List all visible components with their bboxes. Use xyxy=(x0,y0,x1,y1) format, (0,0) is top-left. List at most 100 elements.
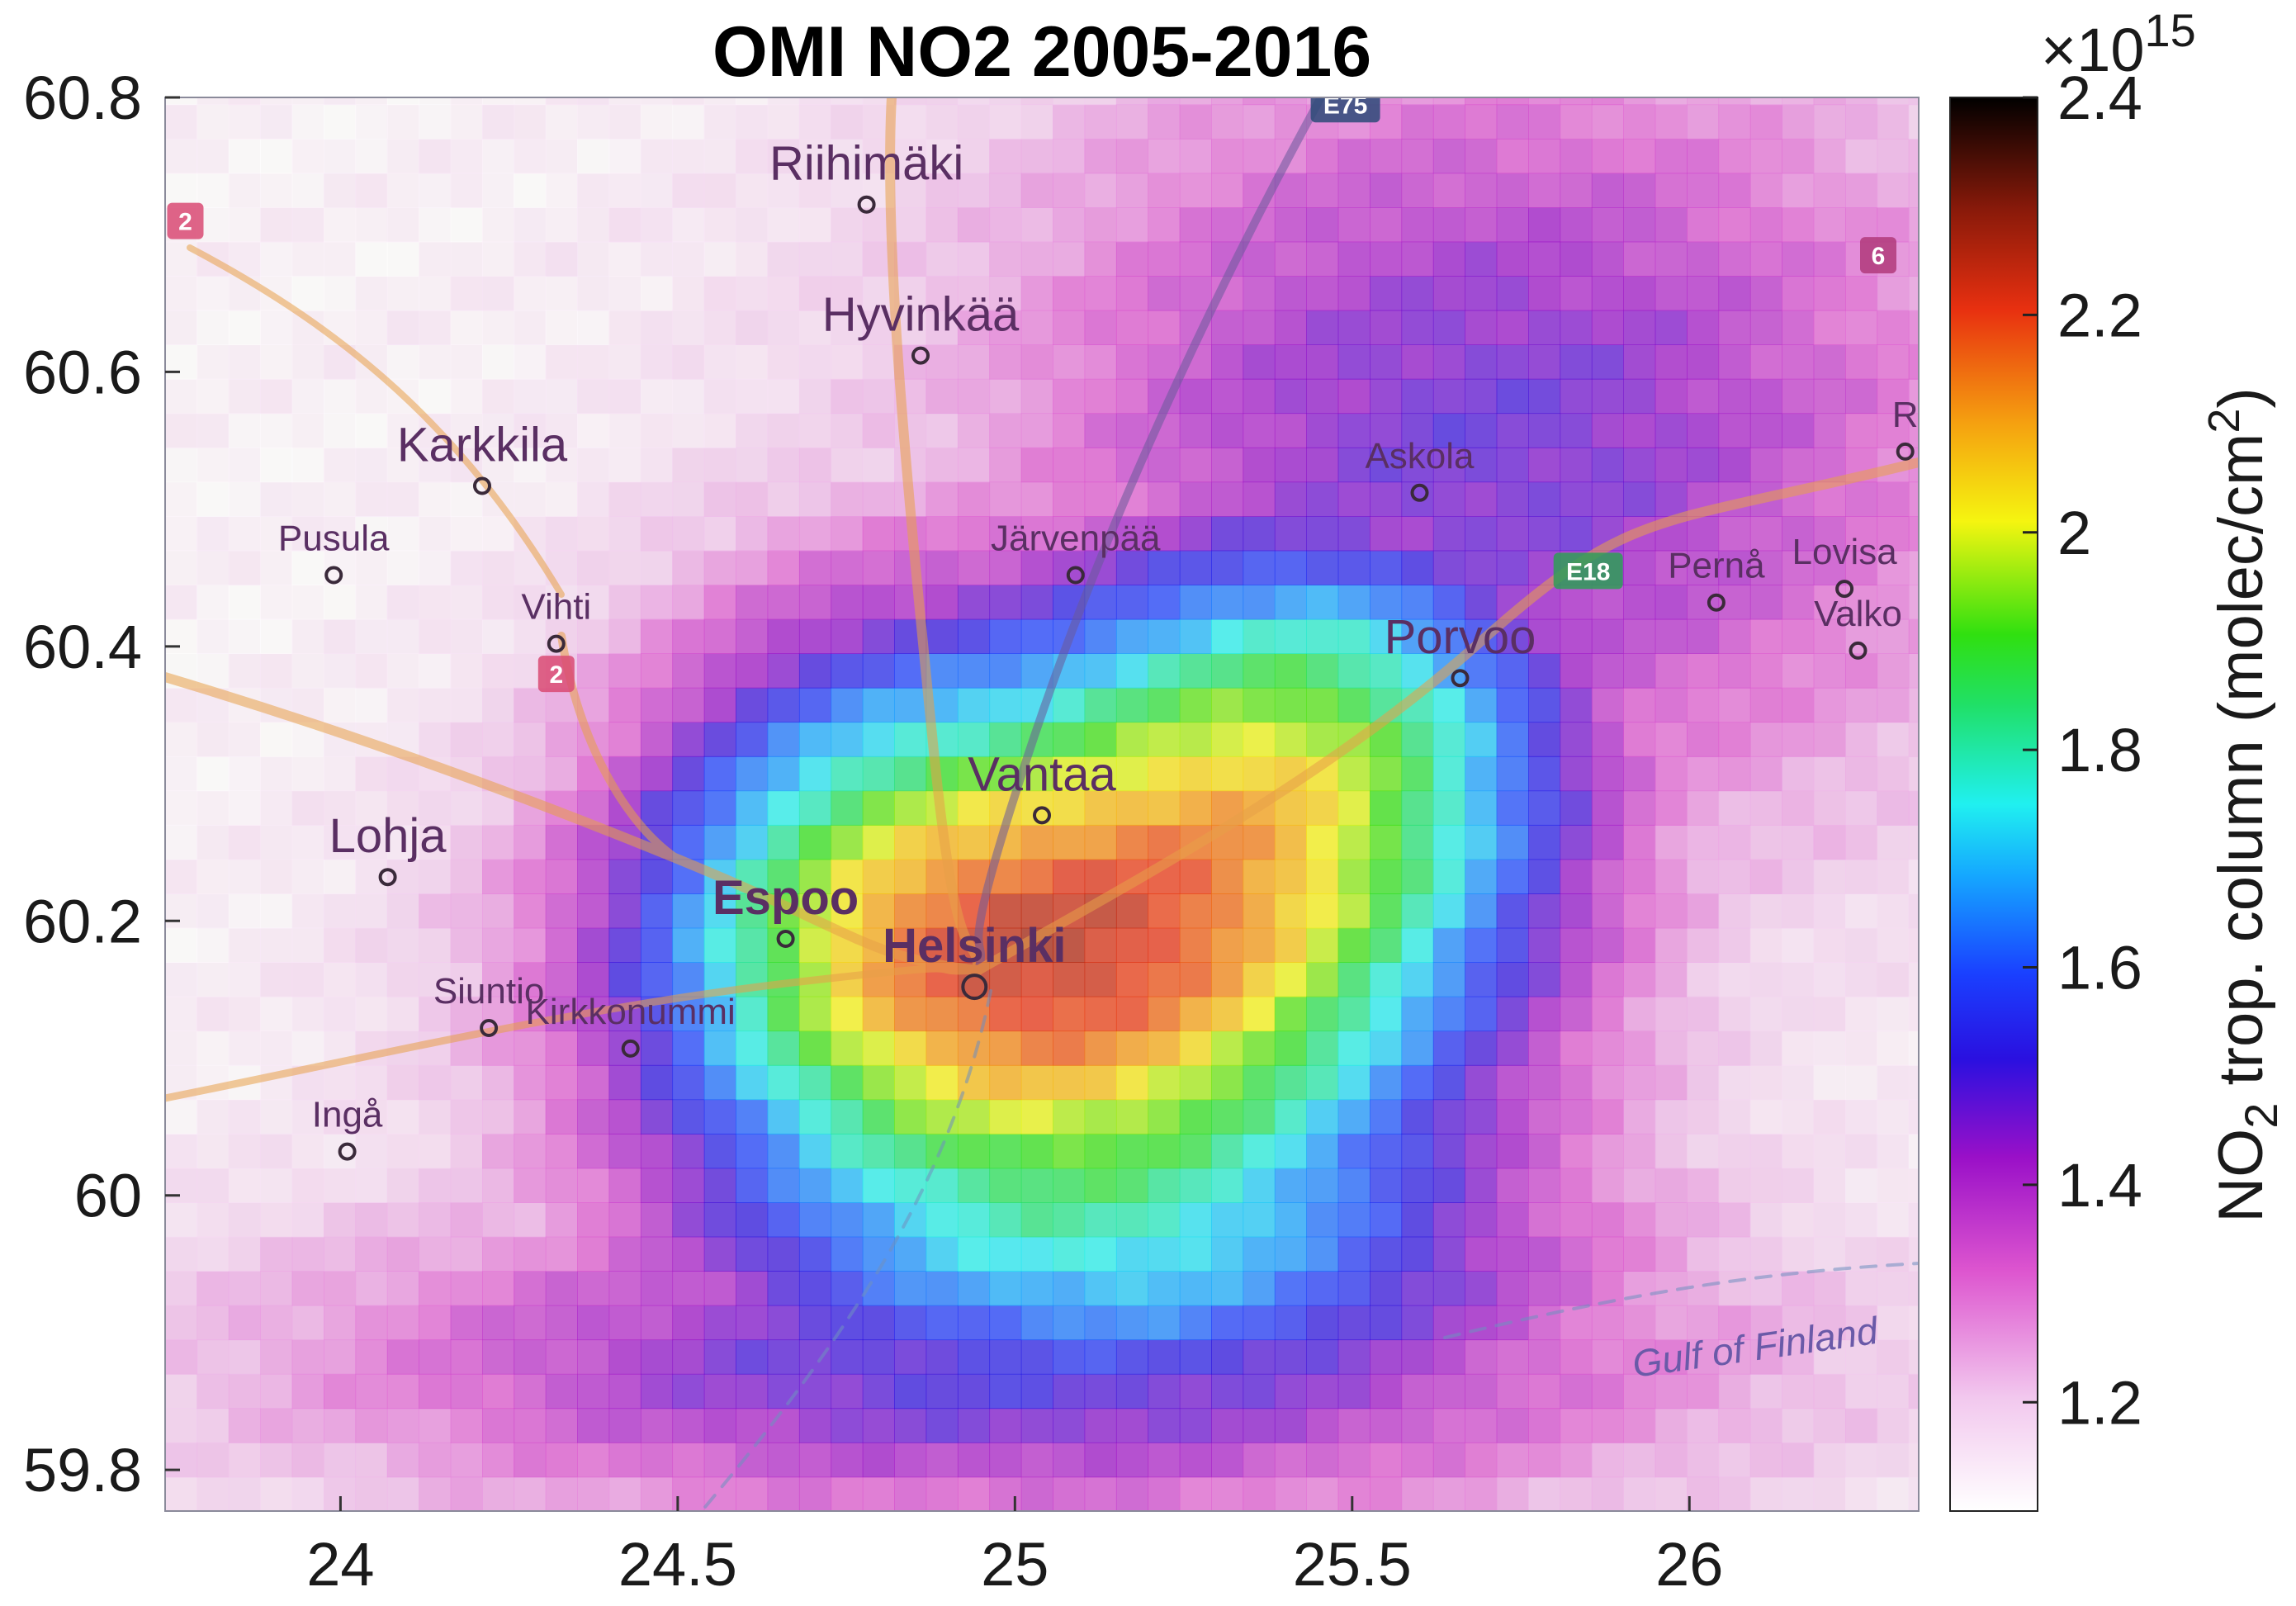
heatmap-cell xyxy=(1908,241,1919,277)
heatmap-cell xyxy=(482,1168,515,1203)
heatmap-cell xyxy=(640,927,674,963)
heatmap-cell xyxy=(1687,413,1720,448)
heatmap-cell xyxy=(1053,996,1086,1032)
heatmap-cell xyxy=(989,207,1022,243)
heatmap-cell xyxy=(736,310,769,345)
heatmap-cell xyxy=(989,550,1022,585)
map-label-text: Askola xyxy=(1365,436,1475,476)
heatmap-cell xyxy=(1370,378,1403,415)
heatmap-cell xyxy=(1591,790,1624,826)
heatmap-cell xyxy=(482,585,515,620)
heatmap-cell xyxy=(228,859,261,894)
heatmap-cell xyxy=(1655,310,1688,345)
heatmap-cell xyxy=(1749,97,1782,106)
heatmap-cell xyxy=(1084,413,1117,448)
heatmap-cell xyxy=(1591,962,1624,997)
map-label: Lohja xyxy=(329,809,447,887)
heatmap-cell xyxy=(1687,1168,1720,1203)
heatmap-cell xyxy=(450,1305,483,1341)
heatmap-cell xyxy=(1877,1168,1910,1203)
heatmap-cell xyxy=(1084,138,1117,174)
map-label-marker xyxy=(480,1019,499,1037)
heatmap-cell xyxy=(957,585,991,620)
heatmap-cell xyxy=(228,1133,261,1169)
heatmap-cell xyxy=(1782,413,1815,448)
heatmap-cell xyxy=(798,241,832,277)
heatmap-cell xyxy=(736,276,769,311)
heatmap-cell xyxy=(1211,1133,1244,1169)
heatmap-cell xyxy=(196,516,230,552)
heatmap-cell xyxy=(1813,1305,1846,1341)
heatmap-cell xyxy=(1845,1168,1878,1203)
heatmap-cell xyxy=(989,1408,1022,1443)
heatmap-cell xyxy=(1591,585,1624,620)
heatmap-cell xyxy=(1401,173,1434,208)
map-label-marker xyxy=(1707,593,1726,612)
heatmap-cell xyxy=(1020,1133,1053,1169)
heatmap-cell xyxy=(1306,241,1339,277)
heatmap-cell xyxy=(1845,1064,1878,1101)
heatmap-cell xyxy=(291,1476,324,1511)
heatmap-cell xyxy=(1115,585,1149,620)
heatmap-cell xyxy=(1053,378,1086,415)
heatmap-cell xyxy=(1370,824,1403,860)
heatmap-cell xyxy=(1053,241,1086,277)
heatmap-cell xyxy=(1401,1408,1434,1443)
heatmap-cell xyxy=(386,962,419,997)
heatmap-cell xyxy=(196,1339,230,1375)
heatmap-cell xyxy=(1496,722,1529,757)
road-shield-text: 6 xyxy=(1872,243,1886,270)
heatmap-cell xyxy=(1211,481,1244,517)
heatmap-cell xyxy=(926,1064,959,1101)
heatmap-cell xyxy=(703,1373,736,1409)
heatmap-cell xyxy=(1243,276,1276,311)
heatmap-cell xyxy=(1528,1305,1561,1341)
heatmap-cell xyxy=(1655,859,1688,894)
heatmap-cell xyxy=(577,1099,610,1135)
heatmap-cell xyxy=(1655,241,1688,277)
heatmap-cell xyxy=(1718,1476,1751,1511)
heatmap-cell xyxy=(514,618,547,654)
heatmap-cell xyxy=(1148,1168,1181,1203)
heatmap-cell xyxy=(260,927,293,963)
heatmap-cell xyxy=(608,516,641,552)
heatmap-cell xyxy=(1908,413,1919,448)
heatmap-cell xyxy=(1179,1442,1212,1478)
heatmap-cell xyxy=(640,1442,674,1478)
heatmap-cell xyxy=(514,1476,547,1511)
heatmap-cell xyxy=(1908,550,1919,585)
heatmap-cell xyxy=(767,790,800,826)
heatmap-cell xyxy=(1655,1373,1688,1409)
heatmap-cell xyxy=(1782,687,1815,723)
map-label-text: Järvenpää xyxy=(991,519,1161,559)
heatmap-cell xyxy=(1782,722,1815,757)
heatmap-cell xyxy=(1749,1064,1782,1101)
heatmap-cell xyxy=(1243,1373,1276,1409)
map-label-marker xyxy=(911,346,930,365)
heatmap-cell xyxy=(1053,962,1086,997)
heatmap-cell xyxy=(1591,173,1624,208)
map-label: Kirkkonummi xyxy=(526,992,736,1058)
heatmap-cell xyxy=(957,996,991,1032)
heatmap-cell xyxy=(767,996,800,1032)
heatmap-cell xyxy=(1274,722,1307,757)
heatmap-cell xyxy=(324,1168,357,1203)
heatmap-cell xyxy=(894,173,927,208)
heatmap-cell xyxy=(1749,653,1782,689)
heatmap-cell xyxy=(640,1099,674,1135)
heatmap-cell xyxy=(386,173,419,208)
heatmap-cell xyxy=(1465,824,1498,860)
heatmap-cell xyxy=(767,1030,800,1066)
heatmap-cell xyxy=(1115,1099,1149,1135)
heatmap-cell xyxy=(355,1064,388,1101)
heatmap-cell xyxy=(672,1373,705,1409)
map-label-text: Pernå xyxy=(1668,546,1765,586)
heatmap-cell xyxy=(1243,1168,1276,1203)
heatmap-cell xyxy=(1053,859,1086,894)
heatmap-cell xyxy=(640,207,674,243)
heatmap-cell xyxy=(1718,1168,1751,1203)
heatmap-cell xyxy=(355,962,388,997)
heatmap-cell xyxy=(482,1476,515,1511)
heatmap-cell xyxy=(1274,310,1307,345)
heatmap-cell xyxy=(1845,756,1878,792)
